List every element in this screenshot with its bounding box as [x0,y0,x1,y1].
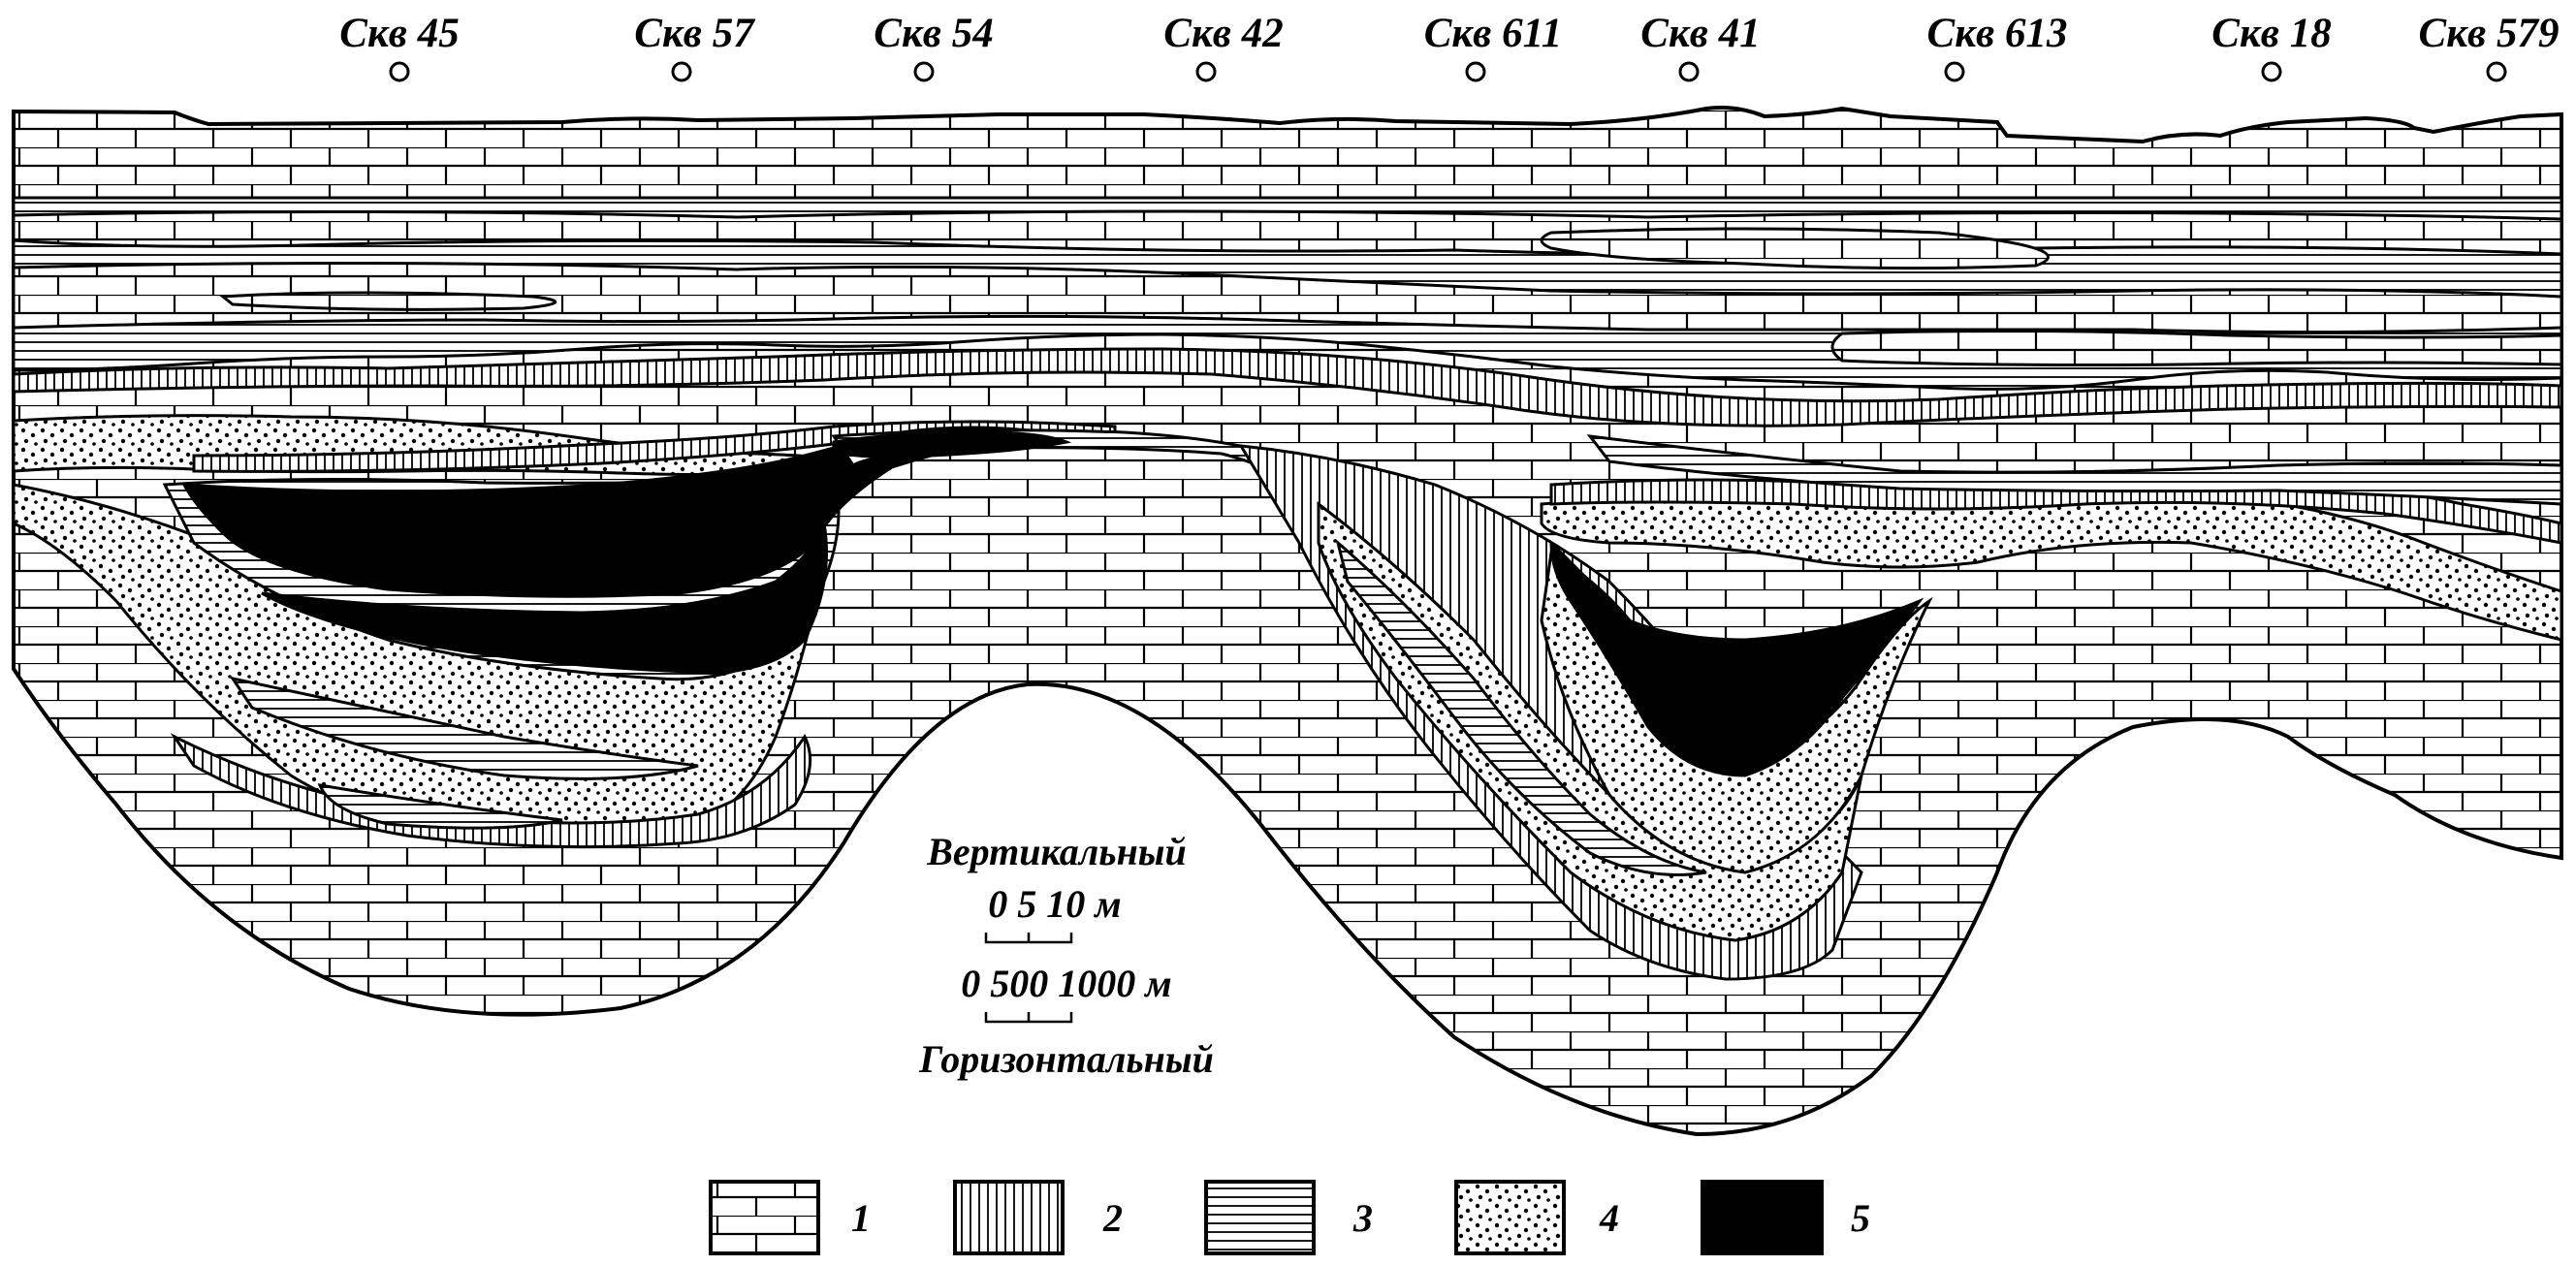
well-label: Скв 18 [2211,11,2331,56]
sand-dots-swatch-icon [1454,1180,1566,1255]
well-42: Скв 42 [1163,11,1284,82]
well-circle-icon [671,61,692,82]
well-circle-icon [2261,61,2282,82]
vertical-scale-title: Вертикальный [926,830,1187,873]
horizontal-scale-title: Горизонтальный [918,1037,1214,1081]
well-label: Скв 613 [1927,11,2068,56]
horizontal-scale-bar [984,1012,1073,1024]
legend: 1 2 3 4 5 [709,1180,1870,1255]
well-label: Скв 54 [874,11,993,56]
well-18: Скв 18 [2211,11,2332,82]
scale-block: Вертикальный 0 5 10 м 0 500 1000 м Гориз… [918,830,1214,1081]
well-611: Скв 611 [1424,11,1563,82]
well-label: Скв 57 [634,11,755,56]
well-label: Скв 45 [339,11,459,56]
legend-number: 5 [1851,1196,1870,1240]
horizontal-hatch-swatch-icon [1204,1180,1316,1255]
legend-number: 1 [851,1196,871,1240]
well-579: Скв 579 [2419,11,2560,82]
horizontal-scale-ticks: 0 500 1000 м [961,962,1171,1005]
vertical-scale-bar [984,933,1073,944]
vertical-hatch-band [12,347,2563,427]
limestone-lens [1540,227,2050,270]
horizontal-hatch-right [1335,538,1707,876]
well-label: Скв 41 [1640,11,1760,56]
vertical-scale-ticks: 0 5 10 м [988,882,1121,926]
well-57: Скв 57 [634,11,755,82]
well-circle-icon [1678,61,1700,82]
well-45: Скв 45 [339,11,460,82]
black-body-right [1549,539,1924,777]
limestone-swatch-icon [709,1180,820,1255]
horizontal-hatch-right-layer [1586,434,2563,506]
well-54: Скв 54 [874,11,994,82]
limestone-lens [1830,329,2563,366]
black-body-left-lower [261,522,828,675]
legend-item-4: 4 [1454,1180,1619,1255]
well-circle-icon [389,61,410,82]
limestone-lens [219,291,557,311]
well-circle-icon [1944,61,1965,82]
well-circle-icon [1195,61,1217,82]
limestone-lens [12,261,2563,334]
solid-black-swatch-icon [1701,1180,1824,1255]
well-label: Скв 579 [2419,11,2560,56]
black-lens-center [832,430,1072,459]
section-body [12,106,2563,1137]
vertical-hatch-swatch-icon [953,1180,1065,1255]
well-markers: Скв 45 Скв 57 Скв 54 Скв 42 Скв 611 Скв … [339,11,2560,82]
legend-item-2: 2 [953,1180,1123,1255]
well-circle-icon [1465,61,1486,82]
well-613: Скв 613 [1927,11,2068,82]
legend-number: 4 [1599,1196,1619,1240]
horizontal-hatch-lens [229,676,699,780]
legend-number: 3 [1352,1196,1373,1240]
well-label: Скв 42 [1163,11,1283,56]
legend-number: 2 [1102,1196,1123,1240]
well-circle-icon [2486,61,2507,82]
legend-item-1: 1 [709,1180,871,1255]
horizontal-hatch-lens [317,783,563,830]
well-circle-icon [913,61,935,82]
legend-item-3: 3 [1204,1180,1373,1255]
well-41: Скв 41 [1640,11,1761,82]
well-label: Скв 611 [1424,11,1563,56]
legend-item-5: 5 [1701,1180,1870,1255]
